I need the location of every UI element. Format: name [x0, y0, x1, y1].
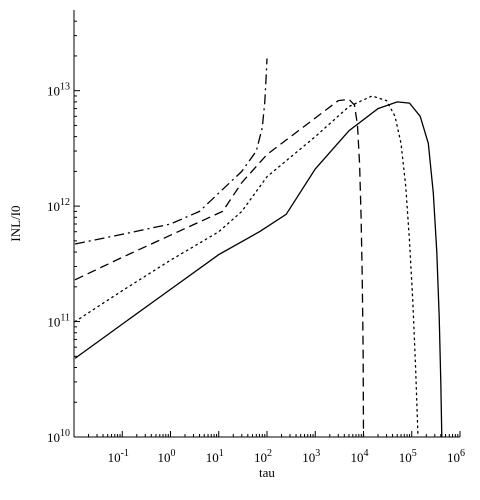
x-tick-label: 10-1 — [108, 448, 129, 465]
series-line-dashdot — [74, 58, 268, 245]
plot-frame — [73, 10, 460, 438]
x-tick-label: 100 — [158, 448, 176, 465]
y-tick-label: 1013 — [47, 82, 70, 99]
x-axis-ticks: 10-1 100 101 102 103 104 105 106 — [88, 431, 465, 465]
x-tick-label: 101 — [206, 448, 224, 465]
y-tick-label: 1010 — [47, 428, 70, 445]
x-tick-label: 105 — [399, 448, 417, 465]
y-tick-label: 1012 — [47, 197, 70, 214]
series-line-solid — [74, 101, 443, 438]
x-tick-label: 104 — [351, 448, 369, 465]
y-axis-ticks: 1010 1011 1012 1013 — [47, 20, 80, 445]
x-tick-label: 106 — [447, 448, 465, 465]
x-tick-label: 103 — [302, 448, 320, 465]
series-line-dashed — [74, 98, 365, 438]
y-axis-label: INL/I0 — [8, 205, 23, 241]
series-line-dotted — [74, 95, 419, 438]
x-tick-label: 102 — [254, 448, 272, 465]
series-layer — [74, 58, 443, 438]
y-tick-label: 1011 — [47, 313, 70, 330]
x-axis-label: tau — [259, 465, 275, 480]
